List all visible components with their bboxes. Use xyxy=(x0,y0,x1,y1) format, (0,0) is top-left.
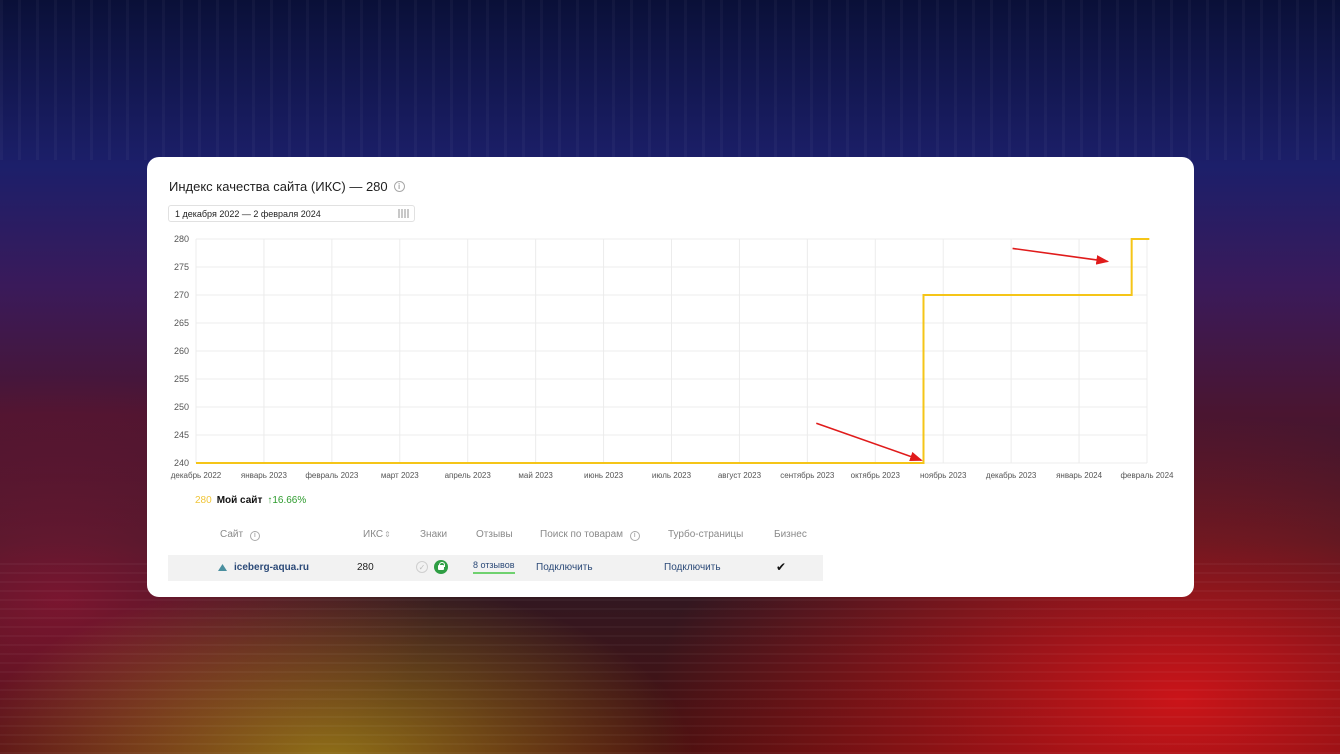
title-row: Индекс качества сайта (ИКС) — 280 i xyxy=(169,179,405,194)
x-tick-label: сентябрь 2023 xyxy=(780,471,835,480)
lock-badge-icon xyxy=(434,560,448,574)
chart-legend: 280 Мой сайт ↑16.66% xyxy=(195,495,306,506)
x-tick-label: январь 2024 xyxy=(1056,471,1103,480)
info-icon[interactable]: i xyxy=(249,531,260,541)
x-tick-label: февраль 2024 xyxy=(1120,471,1174,480)
products-connect-link[interactable]: Подключить xyxy=(536,562,593,573)
th-iks: ИКС xyxy=(363,529,384,540)
date-range-picker[interactable]: 1 декабря 2022 — 2 февраля 2024 xyxy=(168,205,415,222)
y-tick-label: 275 xyxy=(174,262,189,272)
th-turbo: Турбо-страницы xyxy=(668,529,744,540)
background-stripes xyxy=(0,0,1340,160)
th-signs: Знаки xyxy=(420,529,448,540)
th-reviews: Отзывы xyxy=(476,529,513,540)
th-iks-group[interactable]: ИКС⇕ xyxy=(363,529,391,540)
th-products-group: Поиск по товарам i xyxy=(540,529,640,541)
card-title: Индекс качества сайта (ИКС) — 280 xyxy=(169,179,388,194)
table-row: iceberg-aqua.ru 280 ✓ 8 отзывов Подключи… xyxy=(168,555,823,581)
x-tick-label: декабрь 2023 xyxy=(986,471,1037,480)
info-icon[interactable]: i xyxy=(393,181,405,192)
th-site: Сайт xyxy=(220,529,244,540)
x-tick-label: июль 2023 xyxy=(652,471,692,480)
x-tick-label: январь 2023 xyxy=(241,471,288,480)
y-tick-label: 270 xyxy=(174,290,189,300)
th-products: Поиск по товарам xyxy=(540,529,624,540)
y-tick-label: 280 xyxy=(174,234,189,244)
iks-chart: 240 245 250 255 260 265 270 275 280 декабрь 2022 я… xyxy=(171,234,1174,480)
turbo-connect-link[interactable]: Подключить xyxy=(664,562,721,573)
annotation-arrow xyxy=(816,422,923,462)
x-tick-label: ноябрь 2023 xyxy=(920,471,967,480)
y-tick-label: 255 xyxy=(174,374,189,384)
y-tick-label: 250 xyxy=(174,402,189,412)
iks-card: Индекс качества сайта (ИКС) — 280 i 1 де… xyxy=(147,157,1194,597)
x-tick-label: март 2023 xyxy=(381,471,419,480)
business-check-icon: ✔ xyxy=(776,560,787,574)
iceberg-logo-icon xyxy=(218,564,227,571)
sort-icon: ⇕ xyxy=(384,530,391,539)
legend-series-name: Мой сайт xyxy=(216,495,263,506)
table-header: Сайт i ИКС⇕ Знаки Отзывы Поиск по товара… xyxy=(147,529,827,543)
legend-value: 280 xyxy=(195,495,212,506)
calendar-icon[interactable] xyxy=(398,209,410,218)
th-business: Бизнес xyxy=(774,529,807,540)
date-range-text: 1 декабря 2022 — 2 февраля 2024 xyxy=(175,209,321,219)
legend-change: ↑16.66% xyxy=(267,495,307,506)
site-link[interactable]: iceberg-aqua.ru xyxy=(234,562,310,573)
iks-value: 280 xyxy=(357,562,374,573)
y-tick-label: 240 xyxy=(174,458,189,468)
x-tick-label: февраль 2023 xyxy=(305,471,359,480)
x-tick-label: апрель 2023 xyxy=(445,471,492,480)
series-line xyxy=(196,238,1150,464)
x-tick-label: май 2023 xyxy=(518,471,553,480)
x-tick-label: июнь 2023 xyxy=(584,471,624,480)
annotation-arrow xyxy=(1012,247,1110,265)
x-tick-label: декабрь 2022 xyxy=(171,471,222,480)
th-site-group: Сайт i xyxy=(220,529,260,541)
y-tick-label: 260 xyxy=(174,346,189,356)
check-circle-icon: ✓ xyxy=(416,561,428,573)
reviews-link[interactable]: 8 отзывов xyxy=(473,560,515,574)
y-tick-label: 245 xyxy=(174,430,189,440)
info-icon[interactable]: i xyxy=(629,531,640,541)
x-tick-label: октябрь 2023 xyxy=(851,471,901,480)
y-tick-label: 265 xyxy=(174,318,189,328)
x-tick-label: август 2023 xyxy=(718,471,762,480)
